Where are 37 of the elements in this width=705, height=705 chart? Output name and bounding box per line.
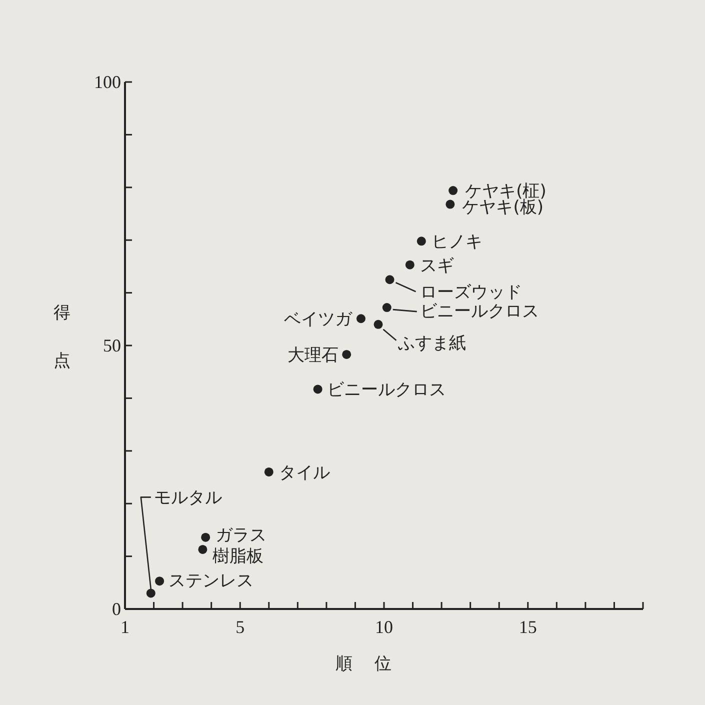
x-tick-label: 5 [236, 617, 245, 637]
x-tick-label: 15 [518, 617, 537, 637]
annotation: ベイツガ [284, 310, 353, 330]
annotation: モルタル [154, 488, 222, 508]
point [405, 260, 414, 270]
annotation: ローズウッド [420, 282, 522, 303]
point [416, 236, 426, 246]
annotation: 樹脂板 [212, 546, 264, 566]
y-tick-label: 50 [103, 336, 121, 356]
annotation: ふすま紙 [397, 333, 466, 354]
point [382, 303, 392, 312]
point [385, 275, 394, 284]
point [201, 532, 210, 542]
annotation: ビニールクロス [326, 380, 446, 400]
point [264, 467, 274, 476]
point [446, 200, 455, 209]
annotation: スギ [420, 256, 454, 276]
annotation: ガラス [216, 525, 267, 546]
x-tick-label: 10 [375, 617, 393, 637]
point [374, 320, 383, 329]
y-tick-label: 0 [112, 599, 121, 619]
annotation: タイル [278, 462, 330, 483]
point [313, 384, 322, 394]
point [155, 576, 164, 586]
x-axis-title: 順位 [336, 654, 414, 674]
point [448, 186, 458, 196]
point [146, 588, 156, 598]
annotation: ヒノキ [431, 232, 482, 252]
point [356, 314, 366, 324]
y-tick-label: 100 [94, 72, 121, 92]
x-tick-label: 1 [120, 617, 130, 637]
annotation: 大理石 [288, 345, 339, 366]
point [342, 350, 352, 359]
annotation: ビニールクロス [420, 302, 539, 322]
point [198, 544, 208, 554]
ylabel: 得点 [54, 303, 70, 371]
annotation: ステンレス [168, 571, 254, 592]
